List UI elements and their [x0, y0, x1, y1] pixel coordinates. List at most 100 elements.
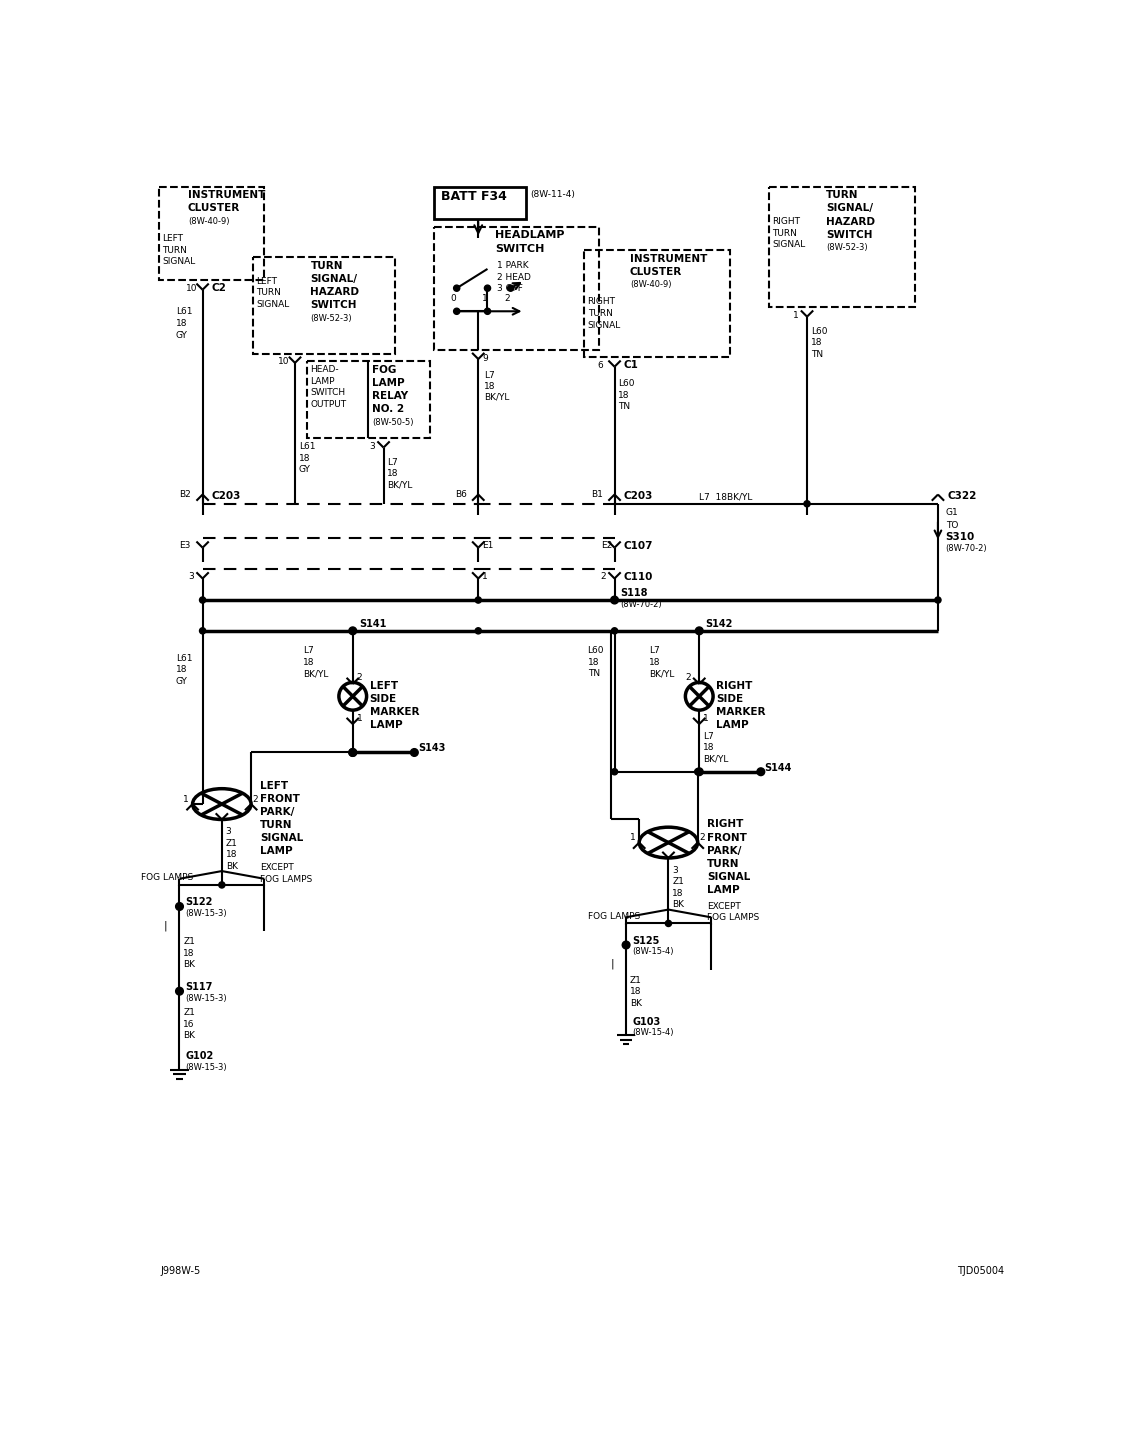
Text: TURN: TURN: [707, 859, 740, 869]
Text: LEFT: LEFT: [260, 781, 289, 791]
Circle shape: [935, 597, 941, 603]
Circle shape: [611, 596, 618, 604]
Text: FOG: FOG: [371, 366, 396, 376]
Circle shape: [695, 627, 703, 635]
Text: 9: 9: [482, 354, 487, 363]
Text: 1: 1: [630, 833, 636, 842]
Circle shape: [484, 285, 491, 291]
Text: 18: 18: [673, 889, 684, 898]
Text: EXCEPT: EXCEPT: [260, 863, 294, 872]
Text: SWITCH: SWITCH: [310, 389, 345, 397]
Text: 18: 18: [703, 744, 715, 753]
Text: 18: 18: [299, 453, 310, 463]
Text: LEFT: LEFT: [162, 235, 184, 243]
Text: 10: 10: [278, 357, 290, 367]
Text: INSTRUMENT: INSTRUMENT: [630, 253, 708, 263]
Text: CLUSTER: CLUSTER: [630, 266, 683, 276]
Text: FRONT: FRONT: [707, 833, 746, 843]
Text: 2 HEAD: 2 HEAD: [496, 273, 531, 282]
Text: 18: 18: [630, 987, 642, 996]
Text: (8W-15-3): (8W-15-3): [185, 1063, 227, 1072]
Text: S118: S118: [620, 589, 649, 599]
Text: S125: S125: [633, 935, 660, 945]
Text: (8W-70-2): (8W-70-2): [620, 600, 662, 609]
Text: (8W-15-4): (8W-15-4): [633, 947, 674, 957]
Bar: [159, 187, 265, 281]
Text: 18: 18: [302, 658, 315, 666]
Text: SIGNAL: SIGNAL: [772, 240, 805, 249]
Circle shape: [200, 597, 206, 603]
Circle shape: [484, 308, 491, 314]
Circle shape: [757, 768, 765, 776]
Circle shape: [200, 627, 206, 635]
Text: HAZARD: HAZARD: [310, 288, 359, 298]
Text: (8W-50-5): (8W-50-5): [371, 417, 414, 426]
Text: 18: 18: [176, 665, 187, 675]
Text: 18: 18: [176, 319, 187, 328]
Bar: [434, 187, 526, 219]
Text: L7: L7: [302, 646, 314, 655]
Text: Z1: Z1: [226, 839, 237, 848]
Text: 18: 18: [484, 383, 496, 391]
Circle shape: [176, 902, 183, 911]
Text: L60: L60: [618, 378, 635, 389]
Text: 1: 1: [703, 714, 709, 722]
Circle shape: [694, 768, 701, 774]
Text: TURN: TURN: [260, 820, 293, 830]
Text: G1: G1: [945, 508, 959, 517]
Circle shape: [453, 285, 460, 291]
Text: TURN: TURN: [826, 190, 859, 200]
Text: E1: E1: [482, 541, 493, 550]
Text: SIGNAL: SIGNAL: [587, 321, 621, 330]
Text: 2: 2: [252, 794, 258, 804]
Text: TO: TO: [945, 521, 958, 530]
Text: TURN: TURN: [772, 229, 797, 237]
Text: BATT F34: BATT F34: [441, 190, 507, 203]
Bar: [252, 258, 395, 354]
Text: BK: BK: [226, 862, 237, 871]
Text: 1 PARK: 1 PARK: [496, 262, 528, 271]
Text: TURN: TURN: [257, 288, 282, 298]
Text: (8W-15-4): (8W-15-4): [633, 1027, 674, 1038]
Text: G102: G102: [185, 1052, 214, 1061]
Text: C322: C322: [947, 492, 977, 501]
Text: SWITCH: SWITCH: [826, 230, 872, 240]
Text: BK/YL: BK/YL: [484, 393, 510, 401]
Text: B2: B2: [179, 489, 191, 499]
Circle shape: [349, 748, 357, 757]
Text: FOG LAMPS: FOG LAMPS: [587, 912, 640, 921]
Text: 1: 1: [482, 571, 487, 580]
Text: SWITCH: SWITCH: [310, 301, 357, 311]
Text: TURN: TURN: [587, 309, 612, 318]
Bar: [434, 226, 599, 350]
Text: 2: 2: [504, 295, 510, 304]
Text: (8W-11-4): (8W-11-4): [529, 190, 575, 199]
Text: 6: 6: [598, 361, 603, 370]
Text: INSTRUMENT: INSTRUMENT: [187, 190, 266, 200]
Circle shape: [176, 987, 183, 994]
Text: 3: 3: [189, 571, 194, 580]
Text: BK/YL: BK/YL: [387, 481, 412, 489]
Bar: [307, 361, 429, 439]
Bar: [769, 187, 914, 308]
Text: 1: 1: [183, 794, 189, 804]
Text: PARK/: PARK/: [260, 807, 294, 817]
Text: LEFT: LEFT: [257, 276, 277, 285]
Text: 1: 1: [482, 295, 487, 304]
Text: 18: 18: [587, 658, 599, 666]
Text: Z1: Z1: [183, 1009, 195, 1017]
Text: L7: L7: [387, 458, 398, 466]
Text: 18: 18: [183, 948, 195, 958]
Text: (8W-70-2): (8W-70-2): [945, 544, 987, 553]
Text: SIGNAL/: SIGNAL/: [310, 275, 358, 285]
Text: TURN: TURN: [310, 262, 343, 271]
Text: L7  18BK/YL: L7 18BK/YL: [700, 492, 753, 501]
Text: L7: L7: [649, 646, 660, 655]
Text: B6: B6: [456, 489, 467, 499]
Text: LEFT: LEFT: [369, 681, 398, 691]
Text: FOG LAMPS: FOG LAMPS: [141, 873, 193, 882]
Circle shape: [410, 748, 418, 757]
Text: 18: 18: [387, 469, 399, 478]
Text: S310: S310: [945, 531, 975, 541]
Text: B1: B1: [592, 489, 603, 499]
